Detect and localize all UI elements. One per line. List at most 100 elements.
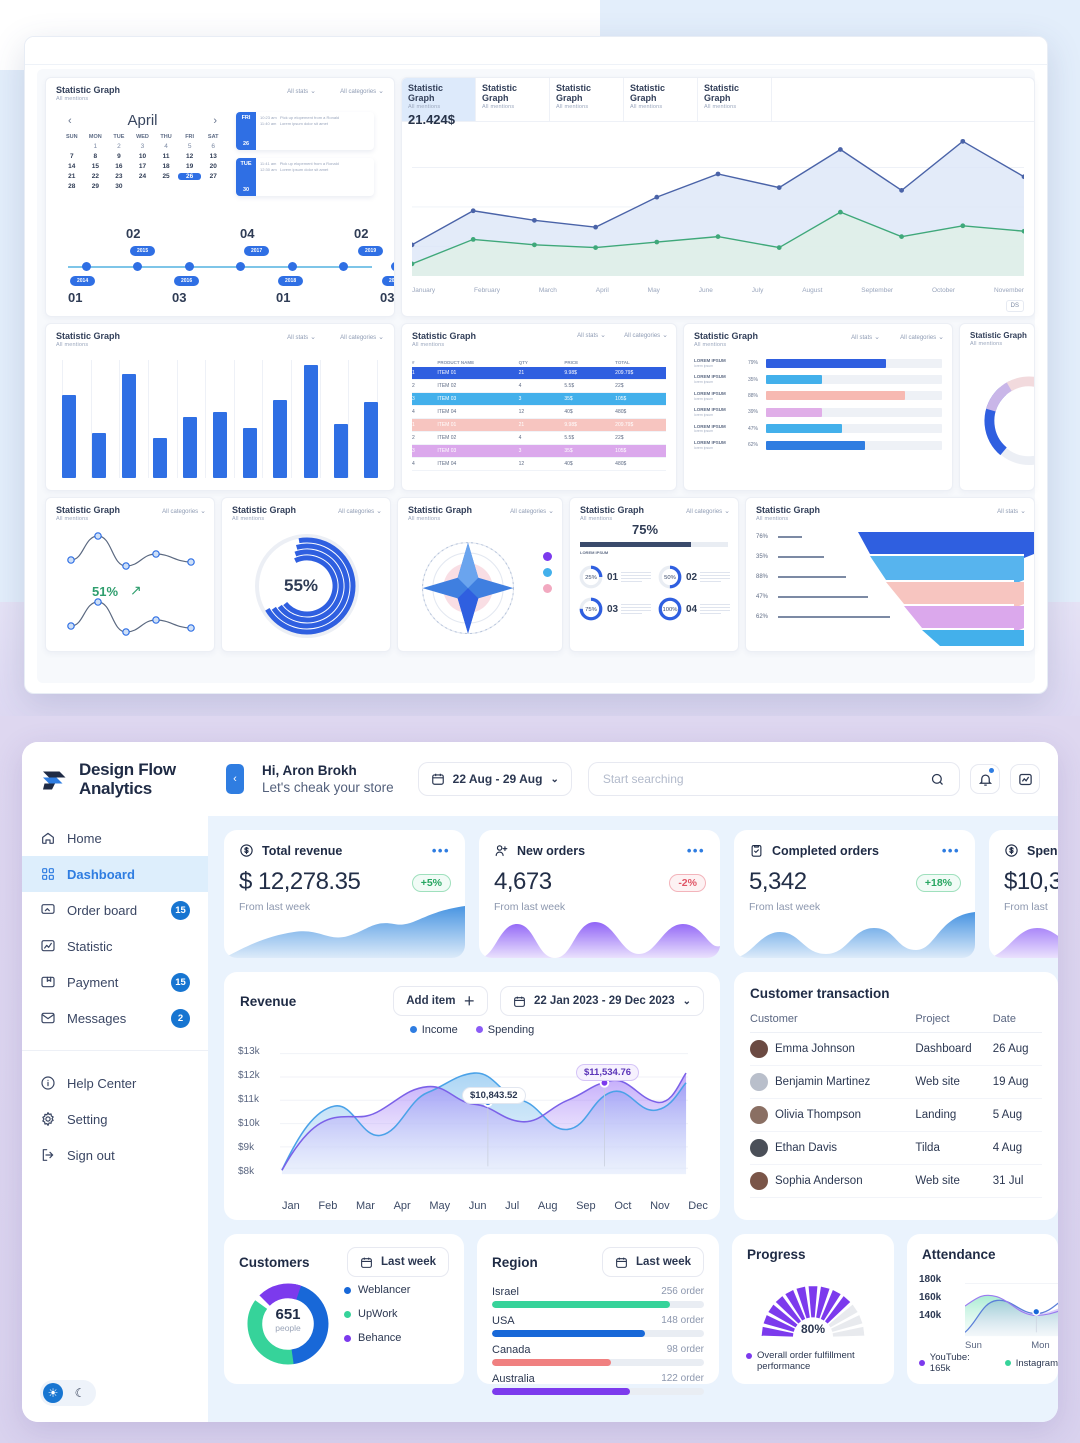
kpi-more-button[interactable]: ••• bbox=[686, 843, 705, 858]
calendar-day[interactable]: 22 bbox=[91, 173, 99, 180]
stats-dropdown[interactable]: All stats bbox=[287, 333, 316, 341]
region-period-picker[interactable]: Last week bbox=[602, 1247, 704, 1277]
calendar-day[interactable]: 21 bbox=[68, 173, 76, 180]
table-row[interactable]: Benjamin Martinez Web site 19 Aug bbox=[750, 1065, 1042, 1099]
table-row[interactable]: Emma Johnson Dashboard 26 Aug bbox=[750, 1032, 1042, 1066]
categories-dropdown[interactable]: All categories bbox=[686, 507, 730, 515]
logo-area[interactable]: Design Flow Analytics bbox=[40, 760, 222, 798]
calendar-day[interactable]: 11 bbox=[162, 153, 170, 160]
calendar-day[interactable]: 7 bbox=[69, 153, 74, 160]
agenda-item[interactable]: TUE 30 11:41 am Pick up elopement from a … bbox=[236, 158, 374, 196]
table-row[interactable]: 3 ITEM 03 3 35$ 105$ bbox=[412, 445, 666, 458]
calendar-day[interactable]: 29 bbox=[91, 183, 99, 190]
calendar-day[interactable]: 2 bbox=[117, 143, 121, 150]
calendar-grid[interactable]: SUN MON TUE WED THU FRI SAT 1 2 3 4 5 6 7 8 9 10 11 12 13 14… bbox=[60, 134, 225, 190]
categories-dropdown[interactable]: All categories bbox=[340, 333, 384, 341]
moon-icon[interactable]: ☾ bbox=[74, 1386, 86, 1400]
table-row[interactable]: 3 ITEM 03 3 35$ 105$ bbox=[412, 393, 666, 406]
stat-tab[interactable]: Statistic Graph All mentions bbox=[476, 78, 550, 121]
calendar-day[interactable]: 30 bbox=[115, 183, 123, 190]
calendar-day[interactable]: 23 bbox=[115, 173, 123, 180]
calendar-day[interactable]: 5 bbox=[187, 143, 192, 150]
revenue-date-range-picker[interactable]: 22 Jan 2023 - 29 Dec 2023 ⌄ bbox=[499, 986, 704, 1016]
calendar-day[interactable]: 3 bbox=[140, 143, 145, 150]
calendar-next-icon[interactable]: › bbox=[213, 114, 217, 127]
customers-period-picker[interactable]: Last week bbox=[347, 1247, 449, 1277]
sidebar-collapse-button[interactable]: ‹ bbox=[226, 764, 244, 794]
calendar-day[interactable]: 1 bbox=[93, 143, 98, 150]
calendar-day[interactable]: 4 bbox=[164, 143, 168, 150]
table-row[interactable]: Olivia Thompson Landing 5 Aug bbox=[750, 1098, 1042, 1132]
table-row[interactable]: Sophia Anderson Web site 31 Jul bbox=[750, 1164, 1042, 1198]
reports-button[interactable] bbox=[1010, 764, 1040, 794]
sidebar-item-messages[interactable]: Messages 2 bbox=[22, 1000, 208, 1036]
region-row-head: Israel 256 order bbox=[492, 1286, 704, 1298]
sidebar-item-home[interactable]: Home bbox=[22, 820, 208, 856]
calendar-day[interactable]: 20 bbox=[209, 163, 217, 170]
sidebar-item-order-board[interactable]: Order board 15 bbox=[22, 892, 208, 928]
calendar-day[interactable]: 17 bbox=[138, 163, 147, 170]
categories-dropdown[interactable]: All categories bbox=[624, 331, 668, 339]
calendar-day[interactable]: 24 bbox=[138, 173, 147, 180]
sidebar-item-sign-out[interactable]: Sign out bbox=[22, 1137, 208, 1173]
agenda-list[interactable]: FRI 26 10:23 am Pick up elopement from a … bbox=[236, 112, 374, 204]
calendar-day[interactable]: 12 bbox=[186, 153, 194, 160]
calendar-day[interactable]: 8 bbox=[93, 153, 98, 160]
kpi-more-button[interactable]: ••• bbox=[941, 843, 960, 858]
stat-tabs[interactable]: Statistic Graph All mentions 21.424$ Stat… bbox=[402, 78, 1034, 127]
calendar-day[interactable]: 19 bbox=[186, 163, 194, 170]
sun-icon[interactable]: ☀ bbox=[43, 1383, 63, 1403]
notifications-button[interactable] bbox=[970, 764, 1000, 794]
calendar-day[interactable]: 14 bbox=[68, 163, 76, 170]
categories-dropdown[interactable]: All categories bbox=[510, 507, 554, 515]
theme-toggle[interactable]: ☀ ☾ bbox=[40, 1380, 96, 1406]
add-item-button[interactable]: Add item ＋ bbox=[393, 986, 488, 1016]
product-table-card: Statistic Graph All mentions All stats A… bbox=[401, 323, 677, 491]
calendar-day[interactable]: 9 bbox=[117, 153, 121, 160]
calendar-day[interactable]: 27 bbox=[209, 173, 217, 180]
table-row[interactable]: Ethan Davis Tilda 4 Aug bbox=[750, 1131, 1042, 1165]
sidebar-item-help-center[interactable]: Help Center bbox=[22, 1065, 208, 1101]
table-row[interactable]: 1 ITEM 01 21 9.98$ 209.79$ bbox=[412, 367, 666, 380]
agenda-item[interactable]: FRI 26 10:23 am Pick up elopement from a … bbox=[236, 112, 374, 150]
stat-tab[interactable]: Statistic Graph All mentions bbox=[698, 78, 772, 121]
header-date-range-picker[interactable]: 22 Aug - 29 Aug ⌄ bbox=[417, 762, 572, 796]
search-box[interactable] bbox=[587, 762, 960, 796]
calendar-day[interactable]: 13 bbox=[209, 153, 217, 160]
search-icon[interactable] bbox=[930, 772, 945, 787]
stat-tab[interactable]: Statistic Graph All mentions bbox=[550, 78, 624, 121]
ds-button[interactable]: DS bbox=[1005, 300, 1024, 312]
sidebar-item-payment[interactable]: Payment 15 bbox=[22, 964, 208, 1000]
search-input[interactable] bbox=[602, 772, 922, 786]
calendar-day[interactable]: 10 bbox=[138, 153, 147, 160]
categories-dropdown[interactable]: All categories bbox=[338, 507, 382, 515]
table-row[interactable]: 4 ITEM 04 12 40$ 480$ bbox=[412, 458, 666, 471]
sidebar-item-statistic[interactable]: Statistic bbox=[22, 928, 208, 964]
stat-tab[interactable]: Statistic Graph All mentions bbox=[624, 78, 698, 121]
stats-dropdown[interactable]: All stats bbox=[287, 87, 316, 95]
stats-dropdown[interactable]: All stats bbox=[851, 333, 880, 341]
stats-dropdown[interactable]: All stats bbox=[997, 507, 1026, 515]
calendar-day[interactable]: 26 bbox=[177, 173, 202, 180]
sidebar-item-dashboard[interactable]: Dashboard bbox=[22, 856, 208, 892]
calendar-day[interactable]: 25 bbox=[162, 173, 170, 180]
categories-dropdown[interactable]: All categories bbox=[162, 507, 206, 515]
categories-dropdown[interactable]: All categories bbox=[340, 87, 384, 95]
calendar[interactable]: ‹ April › SUN MON TUE WED THU FRI SAT 1 2 3 4 5 6 7 8 9… bbox=[60, 112, 225, 190]
calendar-day[interactable]: 6 bbox=[211, 143, 216, 150]
table-row[interactable]: 1 ITEM 01 21 9.98$ 209.79$ bbox=[412, 419, 666, 432]
stat-tab[interactable]: Statistic Graph All mentions 21.424$ bbox=[402, 78, 476, 127]
table-row[interactable]: 2 ITEM 02 4 5.5$ 22$ bbox=[412, 380, 666, 393]
categories-dropdown[interactable]: All categories bbox=[900, 333, 944, 341]
kpi-more-button[interactable]: ••• bbox=[431, 843, 450, 858]
calendar-day[interactable]: 15 bbox=[91, 163, 99, 170]
table-row[interactable]: 4 ITEM 04 12 40$ 480$ bbox=[412, 406, 666, 419]
table-row[interactable]: 2 ITEM 02 4 5.5$ 22$ bbox=[412, 432, 666, 445]
calendar-day[interactable]: 18 bbox=[162, 163, 170, 170]
stats-dropdown[interactable]: All stats bbox=[577, 331, 606, 339]
calendar-day[interactable]: 28 bbox=[68, 183, 76, 190]
kpi-circle-number: 01 bbox=[607, 571, 619, 583]
sidebar-item-setting[interactable]: Setting bbox=[22, 1101, 208, 1137]
calendar-day[interactable]: 16 bbox=[115, 163, 123, 170]
calendar-prev-icon[interactable]: ‹ bbox=[68, 114, 72, 127]
